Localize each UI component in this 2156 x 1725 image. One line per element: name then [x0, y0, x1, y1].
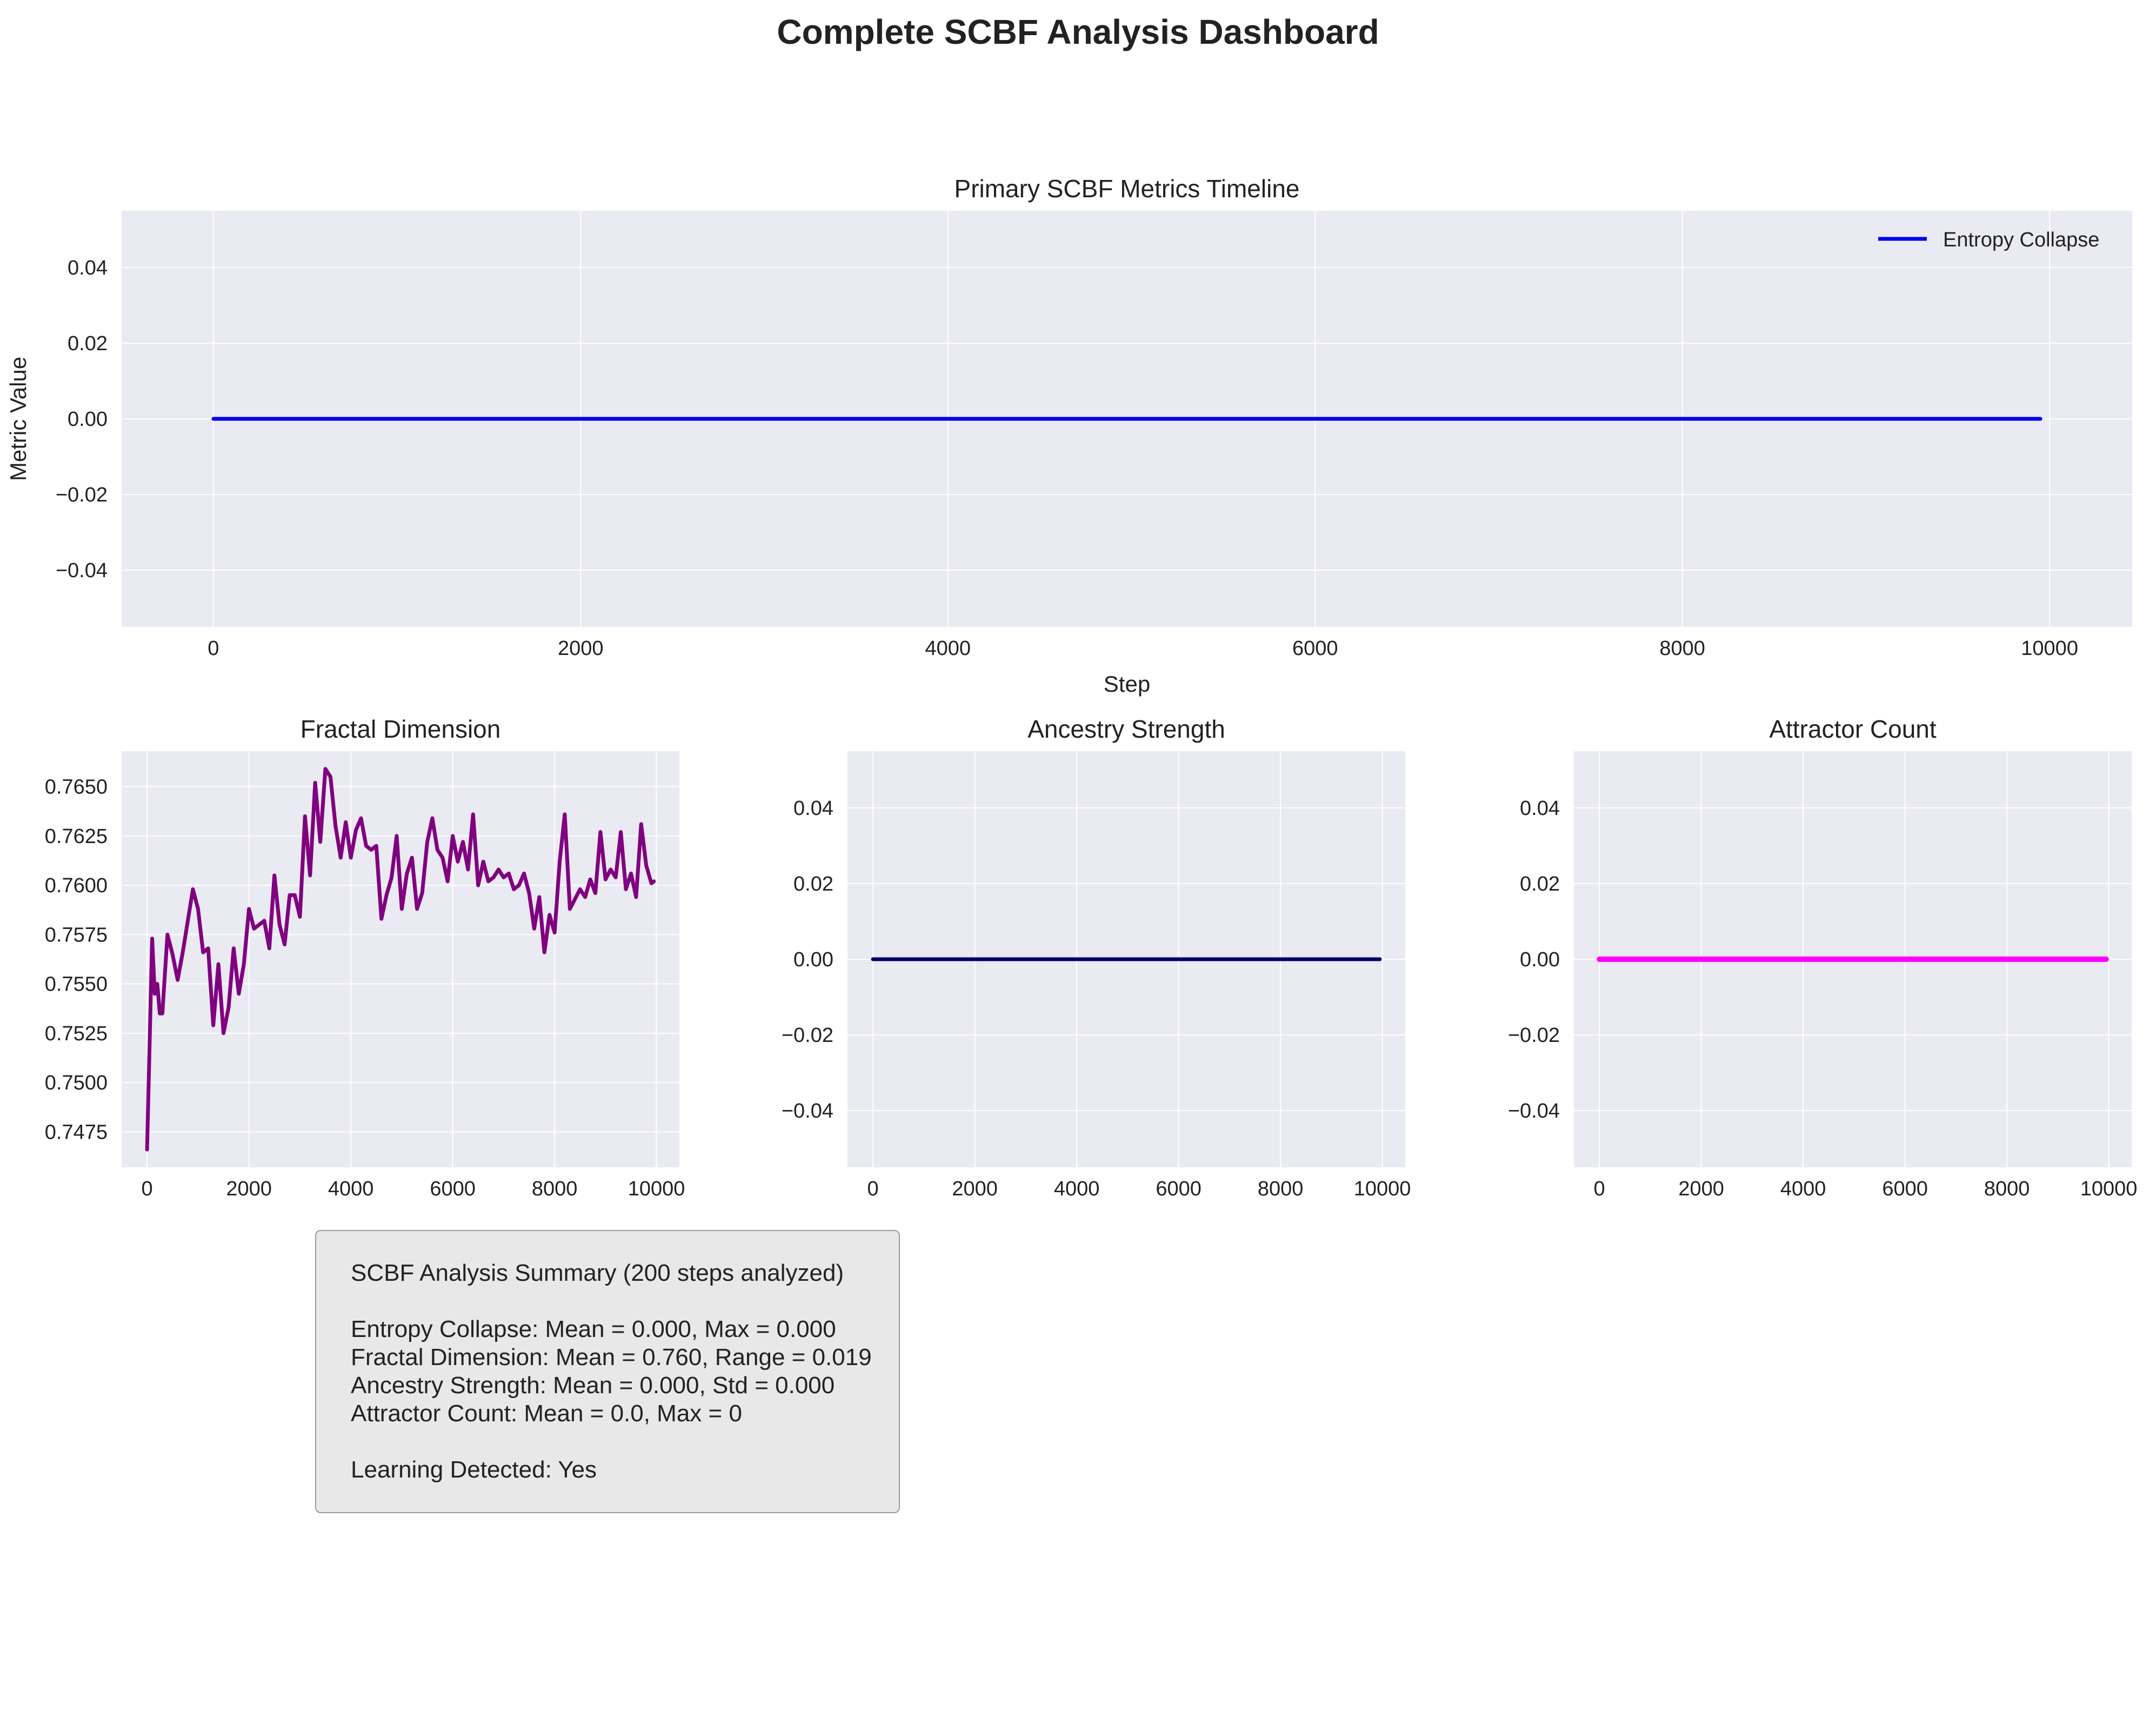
chart-title: Fractal Dimension [301, 715, 501, 743]
x-tick-label: 10000 [2080, 1178, 2138, 1200]
y-axis-label: Metric Value [5, 357, 31, 481]
plot-area [122, 751, 679, 1167]
x-tick-label: 0 [142, 1178, 153, 1200]
chart-fractal: 0 2000 4000 6000 8000 10000 0.7475 0.7500 0.7525… [45, 715, 685, 1200]
y-tick-label: 0.00 [68, 408, 108, 431]
y-tick-label: 0.04 [68, 257, 108, 279]
x-tick-label: 2000 [558, 637, 604, 660]
x-tick-label: 8000 [1984, 1178, 2030, 1200]
x-tick-label: 2000 [226, 1178, 272, 1200]
x-tick-label: 8000 [1659, 637, 1705, 660]
x-tick-label: 4000 [925, 637, 971, 660]
legend-label: Entropy Collapse [1943, 229, 2099, 251]
y-tick-label: −0.02 [1508, 1024, 1560, 1047]
x-tick-label: 4000 [1054, 1178, 1100, 1200]
summary-ancestry: Ancestry Strength: Mean = 0.000, Std = 0… [351, 1372, 835, 1399]
x-tick-label: 2000 [1678, 1178, 1724, 1200]
y-tick-label: 0.7600 [45, 874, 108, 897]
y-tick-label: 0.7575 [45, 924, 108, 946]
y-tick-label: 0.00 [1520, 948, 1560, 971]
x-tick-label: 8000 [1258, 1178, 1304, 1200]
y-tick-label: −0.02 [782, 1024, 833, 1047]
summary-attractor: Attractor Count: Mean = 0.0, Max = 0 [351, 1400, 742, 1427]
y-tick-label: 0.7625 [45, 825, 108, 848]
summary-fractal: Fractal Dimension: Mean = 0.760, Range =… [351, 1344, 872, 1370]
x-tick-label: 0 [1594, 1178, 1605, 1200]
x-tick-label: 4000 [1780, 1178, 1826, 1200]
x-axis-label: Step [1104, 671, 1150, 697]
y-tick-label: −0.04 [56, 559, 108, 582]
y-tick-label: 0.7500 [45, 1072, 108, 1094]
x-tick-label: 10000 [628, 1178, 685, 1200]
y-tick-label: −0.04 [782, 1100, 833, 1122]
x-tick-label: 0 [867, 1178, 879, 1200]
x-tick-label: 8000 [532, 1178, 578, 1200]
x-tick-label: 6000 [1882, 1178, 1928, 1200]
x-tick-label: 4000 [328, 1178, 374, 1200]
y-tick-label: −0.02 [56, 484, 108, 506]
y-tick-label: 0.7650 [45, 776, 108, 799]
chart-attractor: 0 2000 4000 6000 8000 10000 −0.04 −0.02 0.00 0.02… [1508, 715, 2138, 1200]
x-tick-label: 6000 [1156, 1178, 1202, 1200]
series-line [145, 767, 656, 1152]
x-tick-label: 2000 [952, 1178, 998, 1200]
y-tick-label: 0.7525 [45, 1022, 108, 1045]
x-tick-label: 10000 [1354, 1178, 1411, 1200]
summary-heading: SCBF Analysis Summary (200 steps analyze… [351, 1260, 844, 1286]
summary-box: SCBF Analysis Summary (200 steps analyze… [315, 1230, 900, 1513]
x-tick-label: 6000 [430, 1178, 476, 1200]
dashboard-title: Complete SCBF Analysis Dashboard [777, 12, 1379, 51]
y-tick-label: 0.04 [793, 797, 833, 820]
y-tick-label: 0.7475 [45, 1121, 108, 1144]
chart-primary: 0 2000 4000 6000 8000 10000 −0.04 −0.02 0.00 0.02… [5, 175, 2132, 697]
y-tick-label: 0.00 [793, 948, 833, 971]
chart-ancestry: 0 2000 4000 6000 8000 10000 −0.04 −0.02 0.00 0.02… [782, 715, 1411, 1200]
chart-title: Primary SCBF Metrics Timeline [954, 175, 1300, 203]
y-tick-label: 0.02 [68, 332, 108, 355]
y-tick-label: −0.04 [1508, 1100, 1560, 1122]
y-tick-label: 0.04 [1520, 797, 1560, 820]
x-tick-label: 0 [208, 637, 219, 660]
y-tick-label: 0.02 [793, 873, 833, 895]
x-tick-label: 10000 [2021, 637, 2078, 660]
x-tick-label: 6000 [1292, 637, 1338, 660]
chart-title: Attractor Count [1769, 715, 1937, 743]
summary-entropy: Entropy Collapse: Mean = 0.000, Max = 0.… [351, 1316, 836, 1342]
y-tick-label: 0.02 [1520, 873, 1560, 895]
summary-learning: Learning Detected: Yes [351, 1456, 597, 1483]
chart-title: Ancestry Strength [1027, 715, 1225, 743]
y-tick-label: 0.7550 [45, 973, 108, 996]
